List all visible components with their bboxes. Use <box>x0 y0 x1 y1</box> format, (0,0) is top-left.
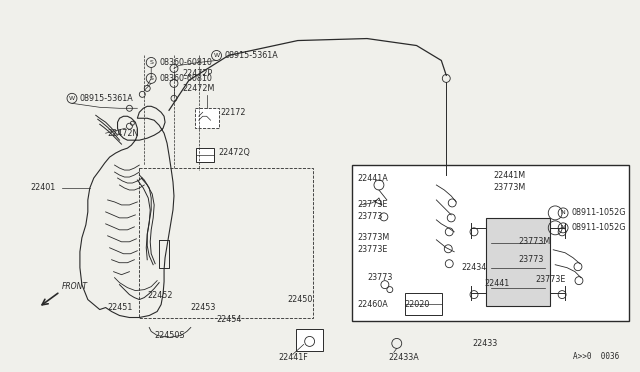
Text: 22433: 22433 <box>472 339 497 348</box>
Text: N: N <box>561 225 566 230</box>
Text: 22434: 22434 <box>461 263 486 272</box>
Text: 22450: 22450 <box>288 295 313 304</box>
Bar <box>352 165 630 321</box>
Text: 23773M: 23773M <box>357 233 389 242</box>
Text: 22441M: 22441M <box>494 170 526 180</box>
Text: 22401: 22401 <box>30 183 56 192</box>
Text: 22441: 22441 <box>484 279 509 288</box>
Text: N: N <box>561 211 566 215</box>
Text: 22460A: 22460A <box>357 300 388 309</box>
Text: 23773: 23773 <box>518 255 544 264</box>
Text: 22441A: 22441A <box>357 173 388 183</box>
Text: 23773M: 23773M <box>494 183 526 192</box>
Text: 22454: 22454 <box>216 315 242 324</box>
Text: 23773E: 23773E <box>357 201 388 209</box>
Text: 22452: 22452 <box>147 291 173 300</box>
Text: 22450S: 22450S <box>154 331 185 340</box>
Bar <box>196 148 214 162</box>
Text: 08911-1052G: 08911-1052G <box>571 223 625 232</box>
Text: W: W <box>69 96 75 101</box>
Text: 22472P: 22472P <box>182 69 212 78</box>
Text: 22472Q: 22472Q <box>218 148 250 157</box>
Text: 23773E: 23773E <box>357 245 388 254</box>
Bar <box>140 168 312 318</box>
Text: 08360-60810: 08360-60810 <box>159 58 212 67</box>
Text: 08911-1052G: 08911-1052G <box>571 208 625 217</box>
Text: S: S <box>149 76 153 81</box>
Text: 22433A: 22433A <box>389 353 420 362</box>
Text: 22441F: 22441F <box>278 353 308 362</box>
Text: FRONT: FRONT <box>62 282 88 291</box>
Text: 23773M: 23773M <box>518 237 551 246</box>
Bar <box>296 330 323 352</box>
Text: 22472N: 22472N <box>108 129 139 138</box>
Text: 08360-60810: 08360-60810 <box>159 74 212 83</box>
Bar <box>195 108 218 128</box>
Text: 08915-5361A: 08915-5361A <box>225 51 278 60</box>
Bar <box>404 293 442 314</box>
Text: S: S <box>149 60 153 65</box>
Text: 22172: 22172 <box>221 108 246 117</box>
Text: 22451: 22451 <box>108 303 133 312</box>
Text: 22472M: 22472M <box>182 84 214 93</box>
Text: 22020: 22020 <box>404 300 430 309</box>
Text: 22453: 22453 <box>191 303 216 312</box>
Bar <box>486 218 550 305</box>
Text: A>>0  0036: A>>0 0036 <box>573 352 620 361</box>
Text: W: W <box>214 53 220 58</box>
Text: 23773: 23773 <box>357 212 383 221</box>
Text: 23773E: 23773E <box>536 275 566 284</box>
Text: 23773: 23773 <box>367 273 392 282</box>
Text: 08915-5361A: 08915-5361A <box>80 94 134 103</box>
